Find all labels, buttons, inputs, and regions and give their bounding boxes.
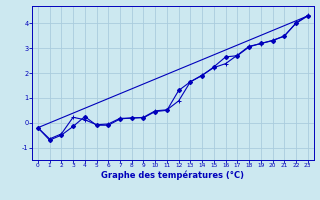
- X-axis label: Graphe des températures (°C): Graphe des températures (°C): [101, 171, 244, 180]
